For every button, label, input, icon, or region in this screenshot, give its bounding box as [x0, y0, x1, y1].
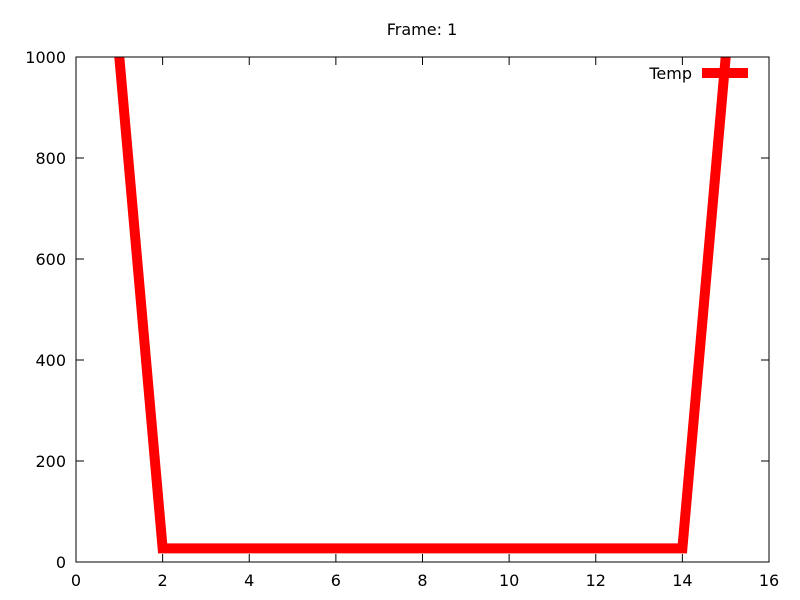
series-line-temp	[114, 57, 731, 554]
y-tick-label: 200	[35, 452, 66, 471]
x-tick-label: 0	[71, 571, 81, 590]
x-tick-label: 10	[499, 571, 519, 590]
chart-title: Frame: 1	[387, 20, 458, 39]
y-tick-label: 600	[35, 250, 66, 269]
x-tick-label: 12	[586, 571, 606, 590]
x-tick-label: 8	[417, 571, 427, 590]
x-tick-label: 16	[759, 571, 779, 590]
tick-layer: 0 2 4 6 8 10 12 14 16 0 200 400 600 800 1000	[25, 48, 779, 590]
y-tick-label: 800	[35, 149, 66, 168]
plot-area-border	[75, 56, 770, 563]
y-tick-label: 400	[35, 351, 66, 370]
x-tick-label: 6	[331, 571, 341, 590]
x-tick-label: 4	[244, 571, 254, 590]
legend-label-temp: Temp	[648, 64, 692, 83]
y-tick-label: 0	[56, 553, 66, 572]
x-tick-label: 14	[672, 571, 692, 590]
legend: Temp	[648, 64, 748, 83]
y-tick-label: 1000	[25, 48, 66, 67]
series-layer	[114, 57, 731, 554]
x-tick-label: 2	[158, 571, 168, 590]
